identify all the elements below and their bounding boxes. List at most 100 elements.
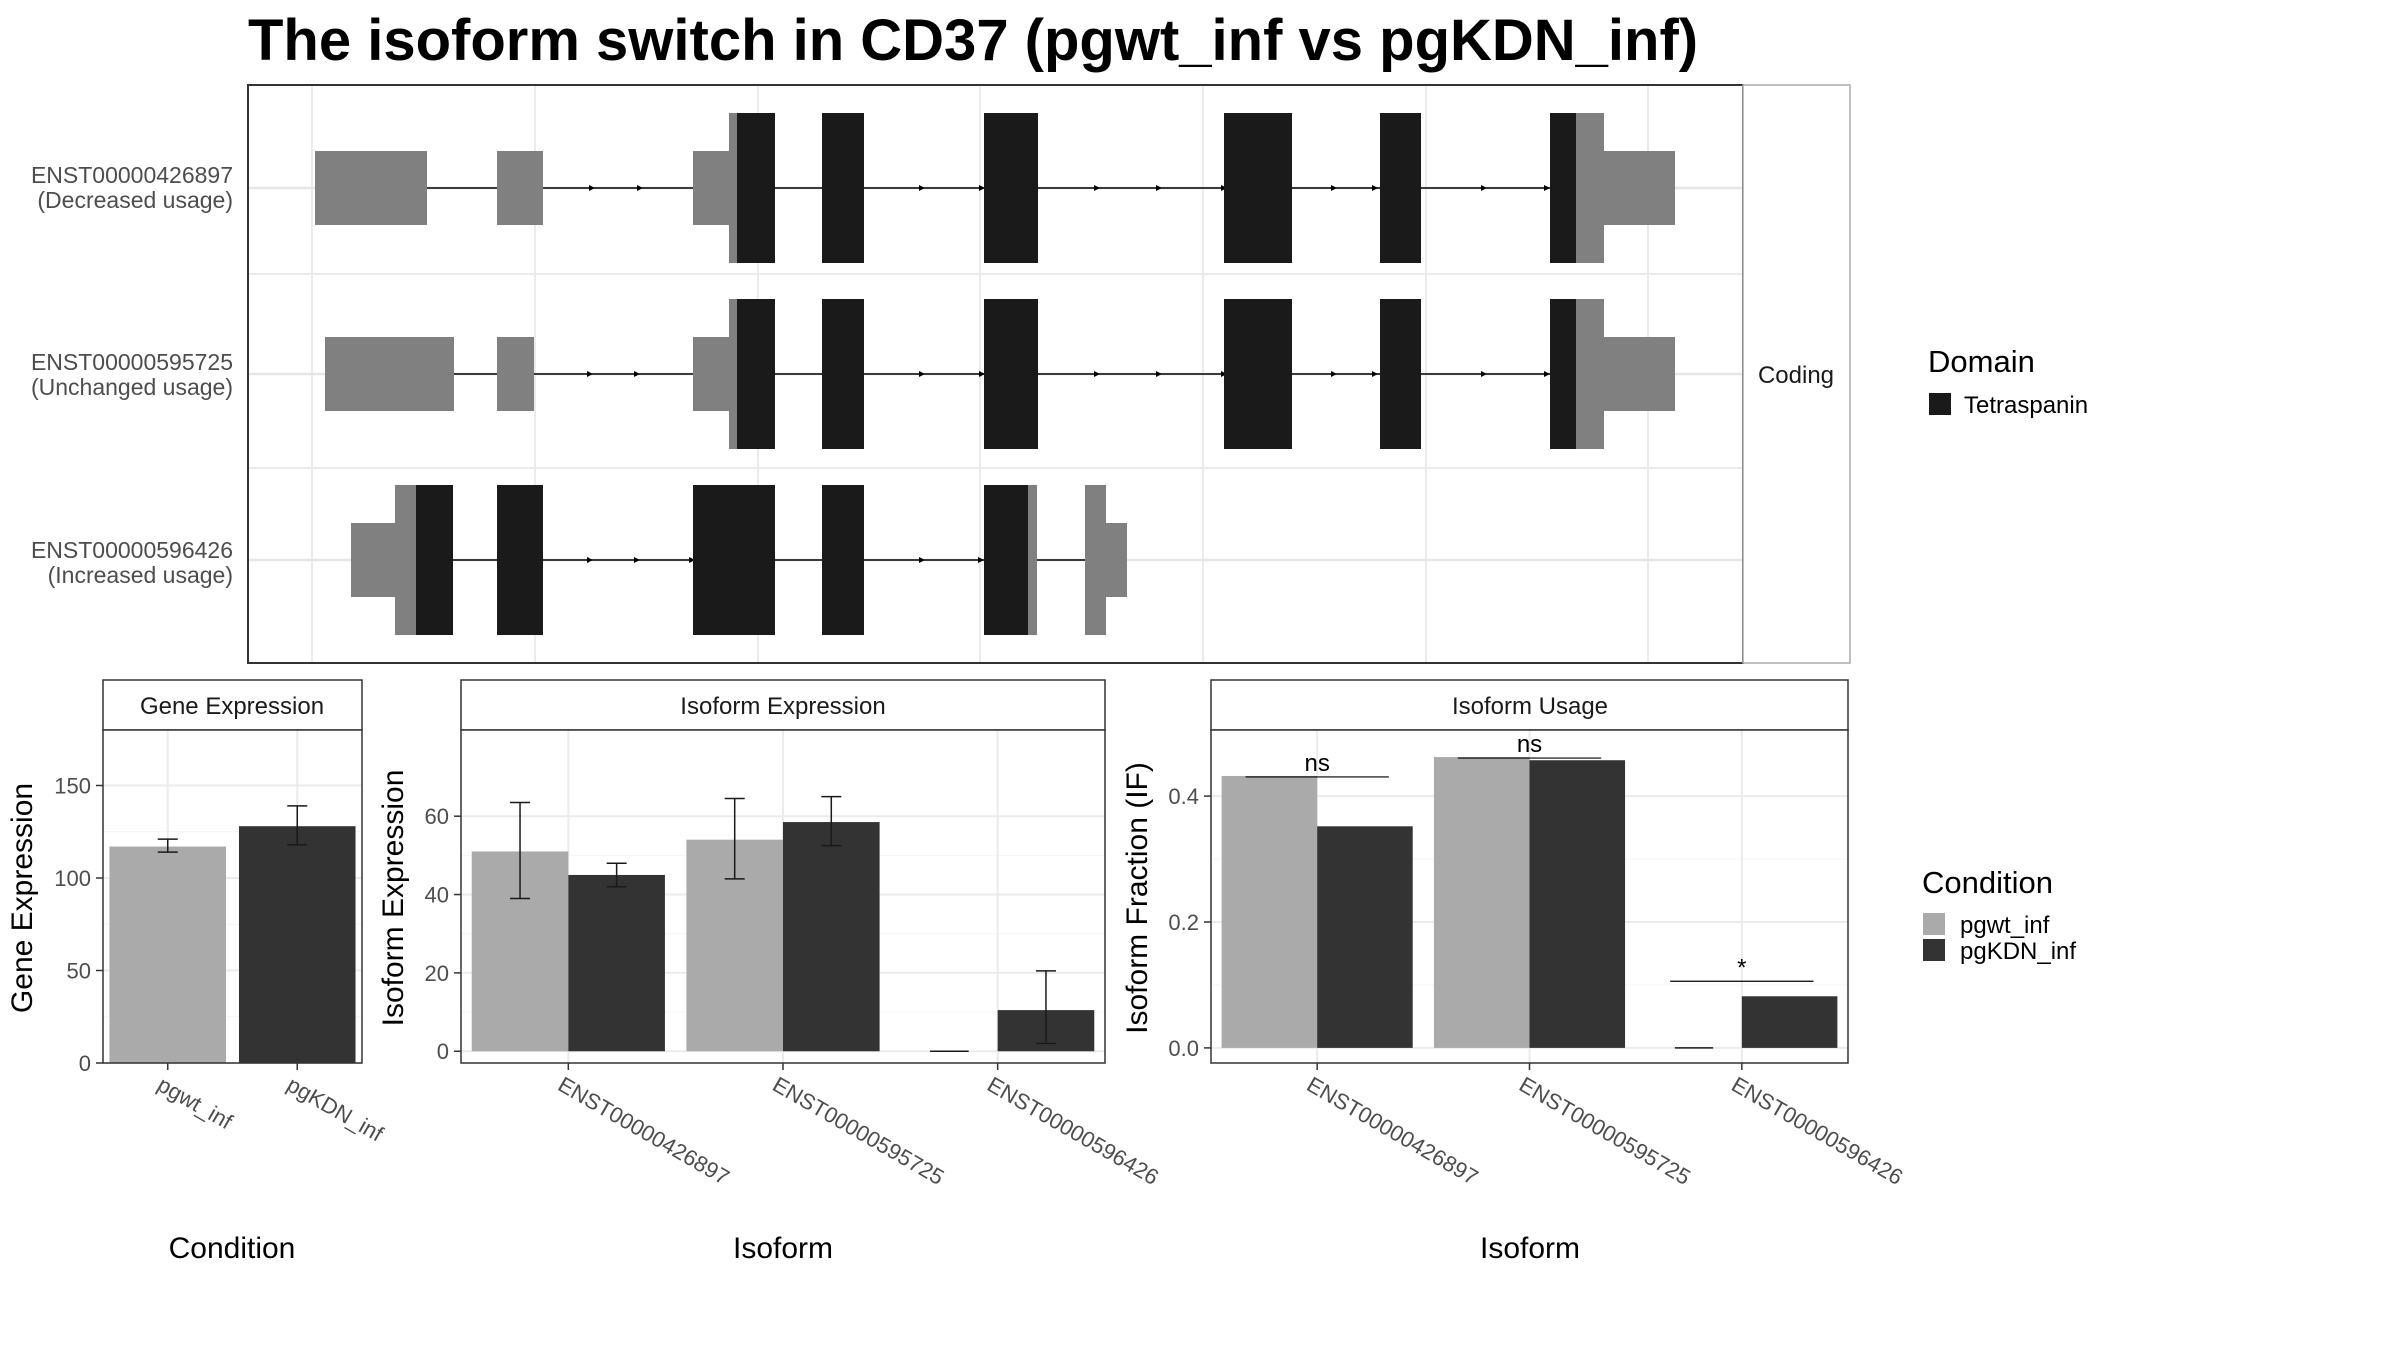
transcript-2-tetraspanin-exon-3 (984, 299, 1038, 449)
p2-errorbar-pgKDN_inf-1 (606, 862, 627, 888)
p2-errorbar-pgKDN_inf-2 (821, 795, 842, 847)
p3-bar-pgKDN_inf-2 (1529, 760, 1626, 1048)
gene-expression-y-axis-title: Gene Expression (6, 783, 39, 1013)
p1-errorbar-pgKDN_inf (287, 805, 308, 846)
p1-xtick-label-0: pgwt_inf (153, 1072, 237, 1135)
p3-xtick-label-1: ENST00000595725 (1515, 1072, 1695, 1190)
domain-legend-title: Domain (1928, 344, 2035, 379)
transcript-id-label-1: ENST00000426897 (31, 162, 233, 188)
isoform-usage-y-ticks: 0.0 0.2 0.4 (1168, 784, 1211, 1061)
transcript-3-strand-arrow-5 (978, 557, 984, 563)
figure-title: The isoform switch in CD37 (pgwt_inf vs … (248, 8, 1698, 73)
p3-ytick-label-2: 0.4 (1168, 784, 1199, 809)
transcript-1-utr-exon-1 (315, 151, 427, 225)
p2-ytick-label-1: 20 (425, 961, 449, 986)
transcript-usage-label-1: (Decreased usage) (37, 187, 233, 213)
transcript-3-strand-arrow-1 (587, 557, 593, 563)
p3-bar-pgwt_inf-1 (1221, 775, 1318, 1048)
pgwt-inf-legend-label: pgwt_inf (1960, 912, 2050, 939)
p1-bar-pgKDN_inf (238, 826, 356, 1063)
isoform-usage-x-axis-title: Isoform (1480, 1232, 1580, 1265)
transcript-1-strand-arrow-4 (979, 185, 985, 191)
gene-expression-y-ticks: 0 50 100 150 (54, 774, 103, 1076)
tetraspanin-legend-label: Tetraspanin (1964, 392, 2088, 419)
transcript-1-strand-arrow-9 (1372, 185, 1378, 191)
transcript-labels: ENST00000426897 (Decreased usage) ENST00… (31, 162, 233, 588)
coding-facet-label: Coding (1758, 362, 1834, 389)
transcript-2-cds-noncoding-1 (729, 299, 740, 449)
p2-xtick-label-0: ENST00000426897 (554, 1072, 734, 1190)
transcript-1-strand-arrow-1 (589, 185, 595, 191)
isoform-usage-x-ticks: ENST00000426897 ENST00000595725 ENST000005… (1303, 1063, 1907, 1190)
transcript-1-cds-noncoding-2 (1576, 113, 1604, 263)
transcript-usage-label-3: (Increased usage) (48, 562, 233, 588)
isoform-usage-strip-label: Isoform Usage (1452, 693, 1608, 720)
isoform-expression-panel: Isoform Expression 0 20 40 60 ENST000004268… (377, 679, 1163, 1265)
transcript-id-label-3: ENST00000596426 (31, 537, 233, 563)
p3-significance-label-1: ns (1304, 750, 1329, 777)
isoform-expression-bars (471, 795, 1095, 1052)
gene-expression-strip (102, 679, 363, 731)
p1-ytick-label-1: 50 (67, 959, 91, 984)
p3-bar-pgwt_inf-2 (1433, 757, 1530, 1048)
p3-bar-pgKDN_inf-3 (1741, 996, 1838, 1048)
transcript-3-tetraspanin-exon-2 (497, 485, 543, 635)
p2-ytick-label-3: 60 (425, 804, 449, 829)
pgkdn-inf-legend-key (1923, 939, 1945, 961)
transcript-2-tetraspanin-exon-2 (822, 299, 864, 449)
tetraspanin-legend-key (1929, 393, 1951, 415)
transcript-usage-label-2: (Unchanged usage) (31, 374, 233, 400)
transcript-2-strand-arrow-8 (1331, 371, 1337, 377)
transcript-2-strand-arrow-10 (1481, 371, 1487, 377)
transcript-1-utr-exon-2 (497, 151, 543, 225)
isoform-usage-panel: Isoform Usage ns ns * 0.0 0.2 0.4 ENST000004… (1121, 679, 2076, 1265)
transcript-1-utr-exon-3 (693, 151, 735, 225)
isoform-usage-strip (1210, 679, 1849, 731)
transcript-3-strand-arrow-3 (689, 557, 695, 563)
transcript-1-strand-arrow-8 (1331, 185, 1337, 191)
transcript-3-tetraspanin-exon-3 (693, 485, 775, 635)
isoform-expression-x-ticks: ENST00000426897 ENST00000595725 ENST000005… (554, 1063, 1163, 1190)
pgwt-inf-legend-key (1923, 913, 1945, 935)
transcript-1-strand-arrow-2 (637, 185, 643, 191)
transcript-2-tetraspanin-exon-6 (1550, 299, 1576, 449)
transcript-2-tetraspanin-exon-5 (1380, 299, 1421, 449)
transcript-2-strand-arrow-1 (587, 371, 593, 377)
p2-xtick-label-2: ENST00000596426 (983, 1072, 1163, 1190)
transcript-1-strand-arrow-5 (1094, 185, 1100, 191)
isoform-expression-strip-label: Isoform Expression (680, 693, 885, 720)
transcript-3-tetraspanin-exon-1 (416, 485, 453, 635)
isoform-usage-y-axis-title: Isoform Fraction (IF) (1121, 762, 1154, 1034)
p2-errorbar-pgwt_inf-1 (510, 801, 531, 900)
p3-ytick-label-1: 0.2 (1168, 910, 1199, 935)
transcript-3-cds-noncoding-2 (1026, 485, 1037, 635)
isoform-expression-y-axis-title: Isoform Expression (377, 770, 410, 1027)
p1-ytick-label-3: 150 (54, 774, 91, 799)
transcript-3-utr-exon-1 (351, 523, 397, 597)
transcript-2-utr-exon-1 (325, 337, 454, 411)
p3-bar-pgKDN_inf-1 (1317, 826, 1413, 1048)
transcript-1-tetraspanin-exon-4 (1224, 113, 1292, 263)
isoform-expression-strip (460, 679, 1106, 731)
gene-expression-panel: Gene Expression 0 50 100 150 pgwt_inf pgKDN_… (6, 679, 388, 1265)
p3-significance-label-2: ns (1517, 731, 1542, 758)
p1-xtick-label-1: pgKDN_inf (283, 1072, 388, 1147)
transcript-2-utr-exon-3 (693, 337, 735, 411)
gene-expression-strip-label: Gene Expression (140, 693, 324, 720)
transcript-2-strand-arrow-3 (919, 371, 925, 377)
transcript-2-tetraspanin-exon-4 (1224, 299, 1292, 449)
p3-ytick-label-0: 0.0 (1168, 1036, 1199, 1061)
transcript-3-tetraspanin-exon-4 (822, 485, 864, 635)
transcript-2-strand-arrow-4 (979, 371, 985, 377)
gene-expression-plot-border (102, 729, 363, 1064)
p2-errorbar-pgKDN_inf-3 (1035, 970, 1056, 1045)
transcript-1-tetraspanin-exon-3 (984, 113, 1038, 263)
p2-bar-pgKDN_inf-2 (783, 822, 880, 1052)
transcript-2-strand-arrow-11 (1544, 371, 1550, 377)
transcript-1-tetraspanin-exon-2 (822, 113, 864, 263)
transcript-2-strand-arrow-6 (1156, 371, 1162, 377)
transcript-2-strand-arrow-2 (634, 371, 640, 377)
p2-ytick-label-0: 0 (437, 1039, 449, 1064)
isoform-usage-bars: ns ns * (1221, 731, 1838, 1049)
